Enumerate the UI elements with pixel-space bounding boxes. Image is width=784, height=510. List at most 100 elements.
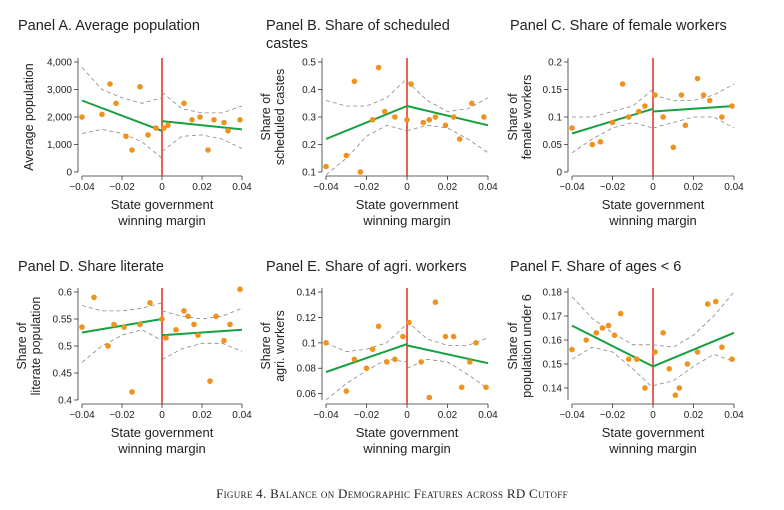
x-tick-label: 0.04 [478, 182, 498, 193]
data-point [483, 384, 489, 391]
data-point [450, 333, 457, 340]
y-tick-label: 0.1 [302, 338, 316, 349]
data-point [111, 321, 117, 328]
data-point [418, 359, 425, 365]
data-point [694, 75, 701, 82]
data-point [652, 92, 658, 98]
data-point [676, 385, 683, 391]
data-point [153, 125, 159, 131]
data-point [682, 122, 689, 129]
data-point [642, 103, 648, 109]
data-point [599, 325, 606, 331]
ci-band-ci-right-upper [161, 307, 243, 320]
x-tick-label: 0 [650, 410, 656, 421]
panel-e: Panel E. Share of agri. workers 0.06 0.08 0… [259, 259, 498, 456]
y-axis-label: Share of [15, 322, 29, 370]
ci-band-ci-left-lower [81, 329, 163, 363]
x-tick-label: −0.02 [600, 182, 626, 193]
panel-title: Panel A. Average population [18, 18, 200, 34]
y-tick-label: 0.5 [58, 342, 72, 353]
data-point [593, 330, 600, 336]
panel-title: Panel C. Share of female workers [510, 18, 727, 34]
y-tick-label: 0.16 [543, 336, 563, 347]
data-point [221, 337, 227, 344]
y-tick-label: 0.06 [297, 389, 317, 400]
x-tick-label: −0.02 [354, 182, 380, 193]
data-point [713, 298, 719, 305]
data-point [605, 322, 612, 329]
data-point [670, 144, 677, 151]
ci-band-ci-left-lower [571, 346, 654, 389]
ci-band-ci-right-lower [652, 353, 735, 386]
data-point [442, 333, 449, 340]
data-point [426, 117, 433, 123]
data-point [469, 100, 475, 107]
y-tick-label: 0 [556, 168, 562, 179]
x-tick-label: −0.02 [109, 182, 135, 193]
data-point [666, 366, 672, 372]
y-axis-label-group: Share of female workers [506, 75, 534, 160]
data-point [105, 343, 111, 349]
data-point [159, 316, 165, 322]
data-point [619, 81, 626, 87]
data-point [145, 132, 151, 138]
fit-line-right [161, 120, 243, 131]
y-axis-label-group: Share of population under 6 [506, 294, 534, 398]
fit-line-right [161, 328, 243, 337]
data-point [99, 111, 105, 118]
y-tick-label: 1,000 [47, 140, 72, 151]
ci-band-ci-right-lower [406, 124, 489, 154]
data-point [213, 313, 219, 320]
ci-band-ci-right-lower [161, 134, 243, 152]
y-tick-label: 0.14 [543, 384, 563, 395]
data-point [113, 100, 119, 107]
fit-line-left [325, 105, 408, 140]
y-axis-label: Share of [259, 93, 273, 141]
data-point [432, 299, 439, 306]
panel-f: Panel F. Share of ages < 6 0.14 0.15 0.16 0.… [506, 259, 744, 456]
data-point [237, 286, 243, 293]
data-point [684, 361, 691, 367]
panel-title: castes [266, 36, 308, 52]
data-point [625, 356, 632, 363]
y-axis-label: Average population [22, 63, 36, 171]
data-point [642, 385, 648, 391]
y-axis-label: Share of [506, 93, 520, 141]
x-tick-label: 0.02 [192, 182, 212, 193]
y-axis-label-group: Share of scheduled castes [259, 69, 287, 166]
data-point [91, 294, 97, 301]
x-axis-label: winning margin [608, 441, 696, 456]
y-tick-label: 3,000 [47, 85, 72, 96]
data-point [408, 81, 414, 87]
ci-band-ci-left-upper [325, 78, 408, 107]
data-point [729, 103, 735, 109]
x-tick-label: 0.02 [438, 410, 458, 421]
fit-line-left [571, 324, 654, 368]
data-point [406, 319, 412, 326]
panel-c: Panel C. Share of female workers 0 0.05 0.1… [506, 18, 744, 228]
data-point [147, 300, 153, 306]
data-point [181, 100, 187, 107]
x-tick-label: 0.04 [724, 410, 744, 421]
y-tick-label: 0.3 [302, 113, 316, 124]
x-tick-label: −0.04 [559, 182, 585, 193]
x-tick-label: 0 [404, 410, 410, 421]
panel-title: Panel F. Share of ages < 6 [510, 259, 681, 275]
data-point [694, 349, 701, 355]
fit-line-right [406, 105, 489, 127]
y-tick-label: 0.14 [297, 288, 317, 299]
x-tick-label: −0.02 [109, 410, 135, 421]
y-tick-label: 0.15 [543, 85, 563, 96]
data-point [197, 114, 203, 120]
y-axis-label: population under 6 [520, 294, 534, 398]
data-point [375, 323, 382, 330]
panel-title: Panel B. Share of scheduled [266, 18, 450, 34]
data-point [343, 152, 350, 159]
x-tick-label: 0.04 [478, 410, 498, 421]
data-point [343, 388, 350, 394]
data-point [634, 356, 640, 363]
y-tick-label: 0.1 [548, 113, 562, 124]
ci-band-ci-right-lower [161, 342, 243, 360]
data-point [392, 114, 398, 120]
data-point [195, 332, 201, 339]
